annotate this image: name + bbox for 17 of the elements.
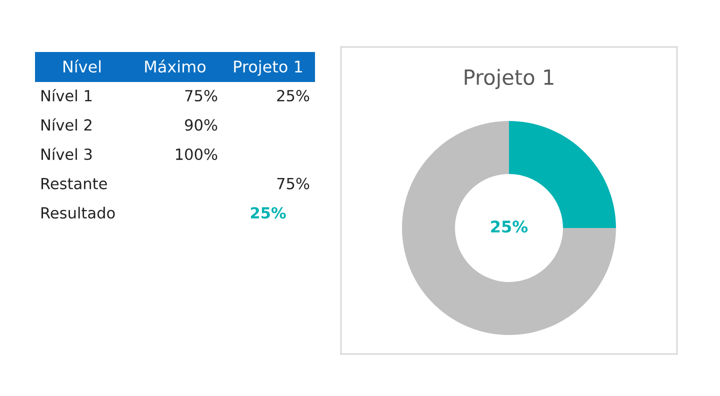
category-label: Nível [64, 60, 101, 73]
category-label: Restante [42, 178, 107, 190]
chart-title: Projeto 1 [464, 68, 554, 90]
donut-slice [402, 121, 616, 335]
text: 25% [277, 90, 310, 102]
text: 75% [185, 90, 218, 102]
category-label: Projeto 1 [234, 60, 302, 76]
category-label: Máximo [145, 60, 206, 73]
category-label: Nível 2 [42, 118, 92, 131]
text: 90% [185, 119, 218, 131]
category-label: Nível 1 [42, 88, 92, 102]
text: 25% [491, 220, 528, 233]
text: 25% [250, 207, 286, 219]
text: 100% [176, 148, 218, 160]
category-label: Resultado [42, 206, 115, 219]
text: 75% [277, 178, 310, 190]
category-label: Nível 3 [42, 148, 92, 160]
